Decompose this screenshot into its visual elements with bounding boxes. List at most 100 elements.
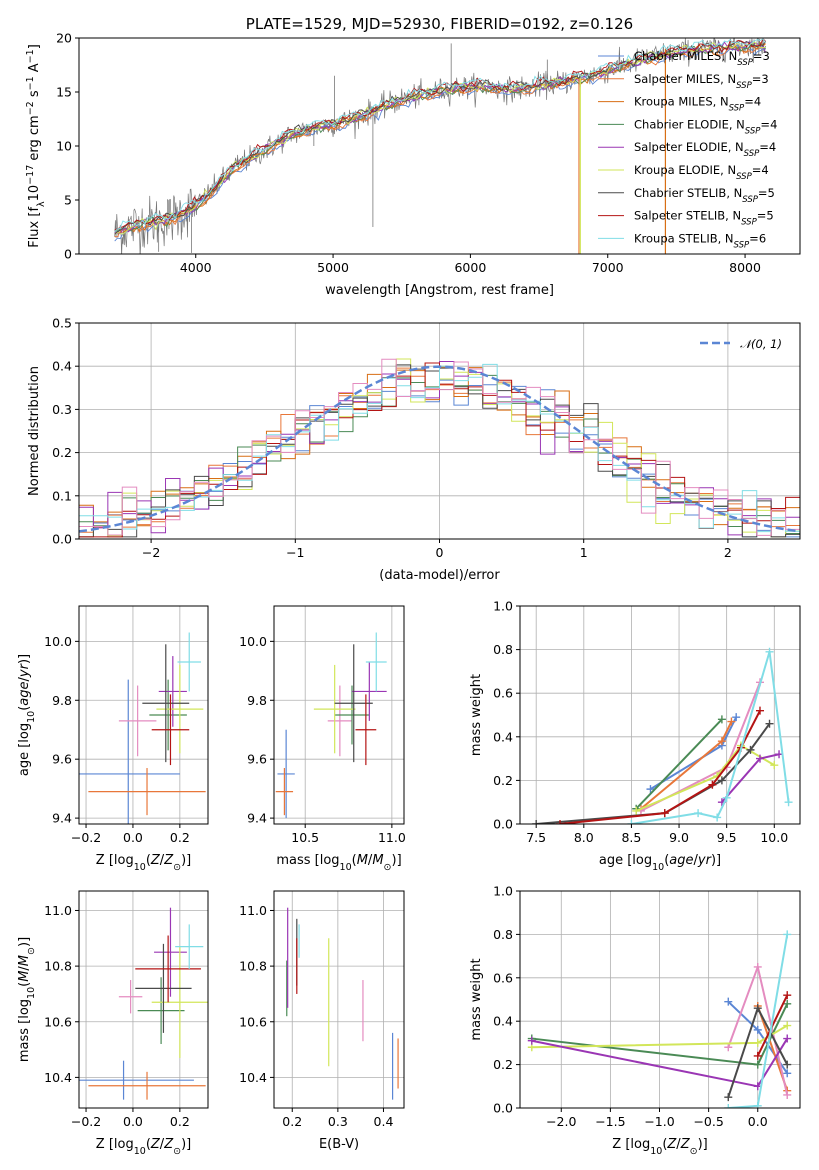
legend-nssp: 5: [768, 186, 775, 200]
data-point: [732, 713, 741, 722]
legend-n: , N: [713, 95, 729, 109]
errorbar-salpeter-elodie: [158, 656, 187, 727]
label-part: /: [17, 966, 32, 971]
y-tick-label: 0.4: [52, 359, 72, 374]
data-point: [770, 761, 779, 770]
errorbar-chabrier-elodie: [334, 685, 370, 745]
legend-ssp: SSP: [736, 81, 752, 91]
x-tick-label: 8000: [729, 260, 761, 275]
errorbar-pink: [327, 685, 352, 757]
x-tick-label: 7.5: [526, 830, 546, 845]
y-tick-label: 0.2: [52, 445, 72, 460]
model-kroupa-stelib: [114, 38, 767, 233]
data-point: [783, 1069, 792, 1078]
label-part: (: [17, 706, 32, 711]
errorbar-chabrier-stelib: [135, 943, 192, 1033]
model-kroupa-elodie: [114, 41, 766, 235]
label-part: ⊙: [26, 947, 37, 955]
axes-frame: [519, 890, 801, 1109]
model-salpeter-stelib: [114, 38, 766, 231]
x-axis-label: Z [log10(Z/Z⊙)]: [96, 1137, 191, 1157]
legend-n: , N: [718, 231, 734, 245]
label-part: mass [log: [276, 853, 339, 868]
y-tick-label: 0.4: [493, 1014, 513, 1029]
legend-n: , N: [725, 209, 741, 223]
y-tick-label: 10.0: [44, 634, 72, 649]
y-tick-label: 9.6: [247, 752, 267, 767]
y-tick-label: 10.8: [44, 959, 72, 974]
errorbar-pink: [118, 980, 143, 1014]
label-part: )]: [17, 654, 32, 664]
x-tick-label: 7000: [592, 260, 624, 275]
legend-entry: Kroupa MILES, NSSP=4: [634, 95, 761, 114]
label-part: /: [17, 676, 32, 681]
legend-eq: =: [752, 72, 762, 86]
legend-name: Salpeter ELODIE: [634, 140, 728, 154]
series-line: [631, 651, 790, 824]
legend-entry: Salpeter MILES, NSSP=3: [634, 72, 769, 91]
x-tick-label: 0.2: [282, 1114, 302, 1129]
x-tick-label: 0.0: [123, 1114, 143, 1129]
legend-name: Kroupa ELODIE: [634, 163, 720, 177]
x-tick-label: −0.2: [71, 1114, 101, 1129]
model-salpeter-elodie: [114, 41, 767, 235]
x-tick-label: 10.5: [291, 830, 319, 845]
data-point: [527, 1036, 536, 1045]
x-tick-label: −0.5: [693, 1114, 723, 1129]
label-part: Z: [150, 853, 161, 868]
label-part: /: [676, 1137, 681, 1152]
data-point: [753, 1101, 762, 1108]
errorbar-salpeter-stelib: [135, 935, 201, 1003]
label-part: ]: [27, 44, 42, 49]
label-part: erg cm: [27, 115, 42, 164]
x-tick-label: 0.2: [170, 1114, 190, 1129]
series-line: [640, 721, 733, 810]
label-part: −1: [25, 76, 36, 90]
errorbar-chabrier-miles: [79, 1060, 194, 1100]
x-tick-label: 0.4: [374, 1114, 394, 1129]
label-part: )]: [181, 853, 191, 868]
label-part: s: [27, 90, 42, 101]
errorbar-kroupa-elodie: [151, 946, 208, 1058]
panel-mass_Z: −0.2 0.0 0.210.410.610.811.0Z [log10(Z/Z⊙)…: [17, 890, 209, 1157]
series-pink: [636, 678, 764, 815]
x-tick-label: 4000: [180, 260, 212, 275]
label-part: 10: [26, 711, 37, 723]
legend-nssp: 5: [766, 209, 773, 223]
legend-nssp: 4: [769, 140, 776, 154]
y-axis-label: Flux [fλ10−17 erg cm−2 s−1 A−1]: [25, 44, 47, 248]
data-point: [627, 820, 636, 824]
data-point: [724, 1104, 733, 1108]
axes-frame: [273, 605, 405, 825]
legend-nssp: 4: [761, 163, 768, 177]
y-tick-label: 9.4: [52, 811, 72, 826]
label-part: Z [log: [96, 1137, 134, 1152]
label-part: Z: [680, 1137, 691, 1152]
x-tick-label: −1.0: [644, 1114, 674, 1129]
series-salpeter-elodie: [527, 1034, 792, 1091]
data-point: [727, 717, 736, 726]
data-point: [717, 715, 726, 724]
x-tick-label: 0.3: [328, 1114, 348, 1129]
x-tick-label: 8.5: [621, 830, 641, 845]
x-tick-label: 0.0: [123, 830, 143, 845]
label-part: )]: [711, 853, 721, 868]
axes-frame: [78, 605, 209, 825]
x-axis-label: mass [log10(M/M⊙)]: [276, 853, 401, 873]
errorbar-salpeter-stelib: [151, 694, 190, 766]
label-part: (: [146, 1137, 151, 1152]
data-point: [756, 706, 764, 715]
y-tick-label: 0.3: [52, 402, 72, 417]
series-pink: [724, 962, 792, 1099]
axes-frame: [78, 37, 801, 255]
panel-weight_Z: −2.0 −1.5 −1.0 −0.5 0.0 0.0 0.2 0.4 0.6 0.8 1.0 Z […: [469, 884, 801, 1157]
label-part: λ: [36, 201, 47, 207]
legend-ssp: SSP: [729, 104, 745, 114]
y-tick-label: 11.0: [44, 903, 72, 918]
label-part: /: [694, 853, 699, 868]
panel-age_Z: −0.2 0.0 0.29.49.69.810.0Z [log10(Z/Z⊙)]ag…: [17, 605, 209, 873]
data-point: [783, 1034, 792, 1043]
x-tick-label: 9.0: [669, 830, 689, 845]
legend-eq: =: [753, 49, 763, 63]
y-tick-label: 9.6: [52, 752, 72, 767]
